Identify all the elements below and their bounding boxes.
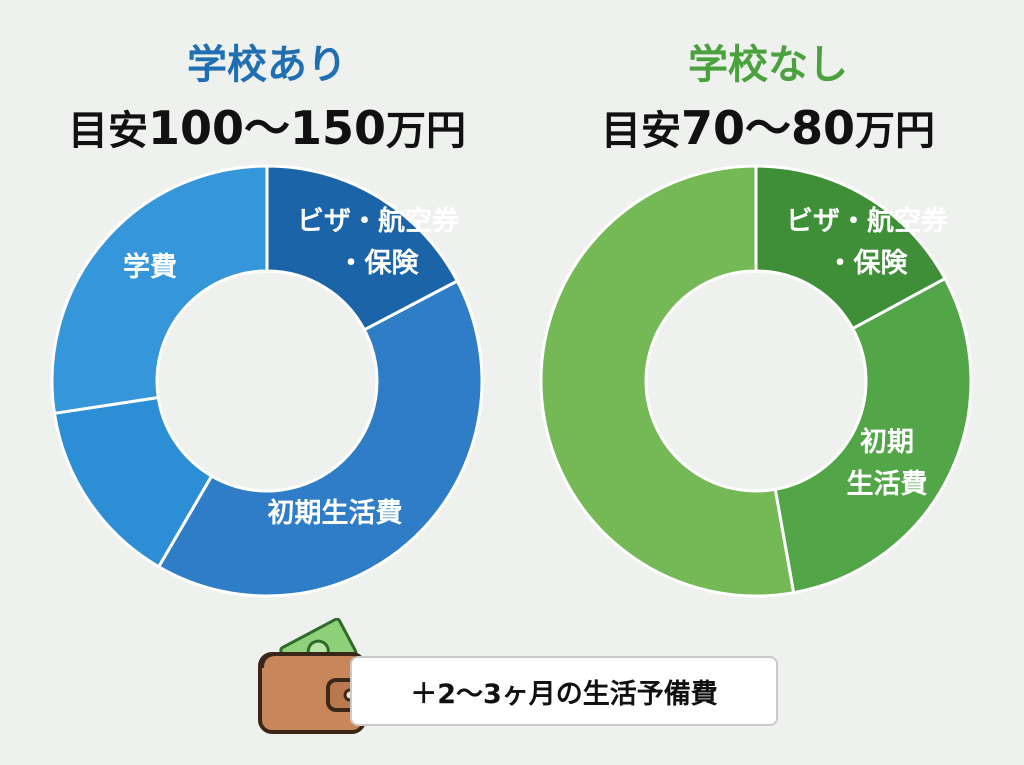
donut-slice <box>754 164 948 331</box>
reserve-note-box: ＋2〜3ヶ月の生活予備費 <box>350 656 778 726</box>
subtitle-unit: 万円 <box>855 108 936 154</box>
subtitle-range: 70〜80 <box>680 101 856 155</box>
donut-slice <box>156 278 484 598</box>
chart-subtitle: 目安70〜80万円 <box>512 92 1024 158</box>
subtitle-prefix: 目安 <box>67 108 148 154</box>
donut-slices <box>539 164 973 598</box>
reserve-note-text: ＋2〜3ヶ月の生活予備費 <box>410 678 718 710</box>
slice-label: ビザ・航空券・保険 <box>786 205 949 279</box>
chart-title: 学校なし <box>688 42 848 88</box>
donut-slice <box>50 164 269 416</box>
chart-subtitle: 目安100〜150万円 <box>0 92 534 158</box>
donut-slice <box>539 164 796 598</box>
slice-label: 初期生活費 <box>268 498 403 529</box>
donut-slices <box>50 164 484 598</box>
subtitle-prefix: 目安 <box>600 108 681 154</box>
slice-label: 学費 <box>123 251 177 283</box>
donut-slice <box>773 276 973 595</box>
subtitle-unit: 万円 <box>386 108 467 154</box>
slice-label: 初期生活費 <box>847 427 928 500</box>
chart-title: 学校あり <box>187 42 347 88</box>
slice-label: ビザ・航空券・保険 <box>297 205 460 279</box>
donut-slice <box>265 164 460 332</box>
subtitle-range: 100〜150 <box>147 101 387 155</box>
reserve-note: ＋2〜3ヶ月の生活予備費 <box>254 618 784 738</box>
